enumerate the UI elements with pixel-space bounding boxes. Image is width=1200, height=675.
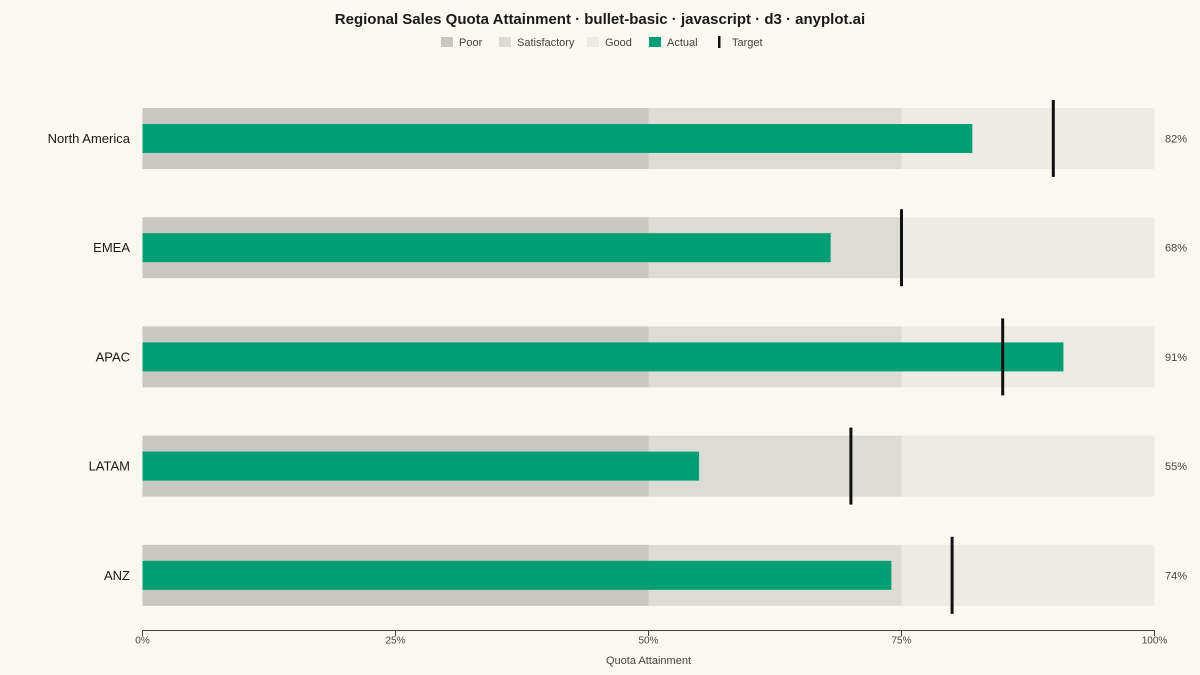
category-label: LATAM [89,459,130,474]
x-axis-title: Quota Attainment [606,655,691,667]
bullet-row: ANZ 74% [104,536,1187,614]
target-marker [1051,100,1055,177]
actual-bar [142,451,700,481]
plot-area: North America 82% EMEA 68% APAC 91% LATAM 55% AN… [48,100,1187,614]
legend-item-satisfactory: Satisfactory [499,37,575,49]
actual-bar [142,560,892,590]
range-band-good [901,217,1155,279]
x-tick-label: 75% [891,636,911,647]
legend-label: Poor [459,37,483,49]
legend-label: Satisfactory [517,37,575,49]
value-label: 68% [1165,243,1187,255]
x-axis: 0% 25% 50% 75% 100% [135,630,1168,647]
target-marker [900,209,903,287]
legend-label: Target [732,37,763,49]
legend-item-poor: Poor [441,37,483,49]
category-label: North America [48,131,131,146]
target-marker [1001,318,1005,396]
legend-swatch [649,37,661,47]
x-tick-label: 0% [135,636,150,647]
legend-swatch [499,37,511,47]
value-label: 91% [1165,352,1187,364]
legend-label: Good [605,37,632,49]
chart-title: Regional Sales Quota Attainment · bullet… [335,11,865,28]
value-label: 55% [1165,461,1187,473]
x-tick-label: 50% [638,636,658,647]
range-band-good [901,435,1155,497]
actual-bar [142,124,973,153]
bullet-row: APAC 91% [96,318,1187,396]
bullet-row: North America 82% [48,100,1187,177]
value-label: 74% [1165,570,1187,582]
target-marker [950,536,954,614]
x-tick-label: 100% [1142,636,1168,647]
legend-item-target: Target [718,36,763,49]
category-label: ANZ [104,568,130,583]
bullet-row: LATAM 55% [89,427,1187,505]
actual-bar [142,342,1064,372]
x-tick-label: 25% [385,636,405,647]
range-band-good [901,544,1155,606]
legend: Poor Satisfactory Good Actual Target [441,36,763,49]
legend-item-good: Good [587,37,632,49]
legend-label: Actual [667,37,698,49]
bullet-row: EMEA 68% [93,209,1187,287]
value-label: 82% [1165,134,1187,146]
legend-swatch [587,37,599,47]
legend-item-actual: Actual [649,37,698,49]
category-label: EMEA [93,240,130,255]
legend-swatch [441,37,453,47]
legend-target-marker [718,36,721,48]
target-marker [849,427,853,505]
category-label: APAC [96,349,130,364]
actual-bar [142,233,831,263]
